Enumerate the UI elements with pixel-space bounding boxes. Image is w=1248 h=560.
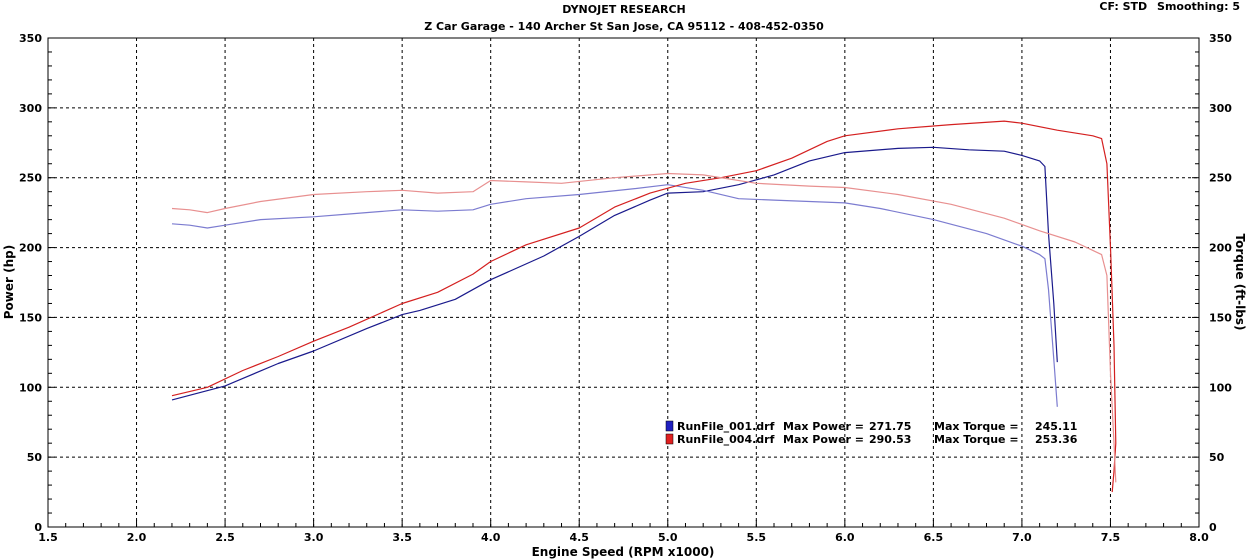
x-tick-label: 5.5	[747, 531, 767, 544]
x-tick-label: 7.0	[1012, 531, 1032, 544]
series-line-runfile-001-drf-power	[171, 146, 1058, 401]
smoothing-label: Smoothing: 5	[1157, 0, 1240, 13]
y-axis-label-left: Power (hp)	[2, 245, 16, 319]
x-axis-label: Engine Speed (RPM x1000)	[532, 545, 715, 559]
y-tick-label: 150	[19, 311, 42, 324]
y2-tick-label: 350	[1209, 32, 1232, 45]
y-tick-label: 250	[19, 172, 42, 185]
y2-tick-label: 250	[1209, 172, 1232, 185]
legend-torque-label-run4: Max Torque =	[934, 433, 1019, 446]
x-tick-label: 1.5	[38, 531, 58, 544]
x-tick-label: 5.0	[658, 531, 678, 544]
axis-ticks: 1.5 2.0 2.5 3.0 3.5 4.0 4.5 5.0 5.5 6.0 6.5 7.0 7.5 8…	[19, 32, 1232, 544]
legend-torque-run4: 253.36	[1035, 433, 1078, 446]
legend: RunFile_001.drf Max Power = 271.75 Max T…	[665, 420, 1078, 446]
x-tick-label: 6.5	[924, 531, 944, 544]
settings-readout: CF: STD Smoothing: 5	[1093, 0, 1240, 13]
y-axis-label-right: Torque (ft-lbs)	[1233, 234, 1247, 331]
x-tick-label: 4.5	[569, 531, 589, 544]
x-tick-label: 3.0	[304, 531, 324, 544]
series-group	[171, 120, 1117, 493]
legend-power-label-run1: Max Power =	[783, 420, 864, 433]
y-tick-label: 200	[19, 242, 42, 255]
x-tick-label: 6.0	[835, 531, 855, 544]
legend-swatch-run1	[665, 420, 674, 432]
chart-title: DYNOJET RESEARCH	[562, 3, 686, 16]
legend-file-run1: RunFile_001.drf	[677, 420, 775, 433]
legend-file-run4: RunFile_004.drf	[677, 433, 775, 446]
chart-subtitle: Z Car Garage - 140 Archer St San Jose, C…	[424, 20, 824, 33]
y-tick-label: 50	[27, 451, 43, 464]
x-tick-label: 2.5	[215, 531, 235, 544]
x-tick-label: 4.0	[481, 531, 501, 544]
x-tick-label: 3.5	[392, 531, 412, 544]
y-tick-label: 100	[19, 381, 42, 394]
legend-power-run1: 271.75	[869, 420, 911, 433]
y2-tick-label: 200	[1209, 242, 1232, 255]
legend-power-label-run4: Max Power =	[783, 433, 864, 446]
plot-area	[47, 37, 1200, 528]
legend-torque-label-run1: Max Torque =	[934, 420, 1019, 433]
y2-tick-label: 300	[1209, 102, 1232, 115]
y-tick-label: 300	[19, 102, 42, 115]
series-line-runfile-004-drf-torque	[171, 172, 1117, 483]
x-tick-label: 7.5	[1101, 531, 1121, 544]
series-line-runfile-001-drf-torque	[171, 184, 1058, 407]
y2-tick-label: 50	[1209, 451, 1225, 464]
x-tick-label: 8.0	[1189, 531, 1209, 544]
cf-label: CF: STD	[1099, 0, 1148, 13]
legend-torque-run1: 245.11	[1035, 420, 1077, 433]
y-tick-label: 350	[19, 32, 42, 45]
y2-tick-label: 100	[1209, 381, 1232, 394]
legend-power-run4: 290.53	[869, 433, 911, 446]
y2-tick-label: 150	[1209, 311, 1232, 324]
y2-tick-label: 0	[1209, 521, 1217, 534]
x-tick-label: 2.0	[127, 531, 147, 544]
legend-swatch-run4	[665, 433, 674, 445]
y-tick-label: 0	[34, 521, 42, 534]
series-line-runfile-004-drf-power	[171, 120, 1117, 493]
